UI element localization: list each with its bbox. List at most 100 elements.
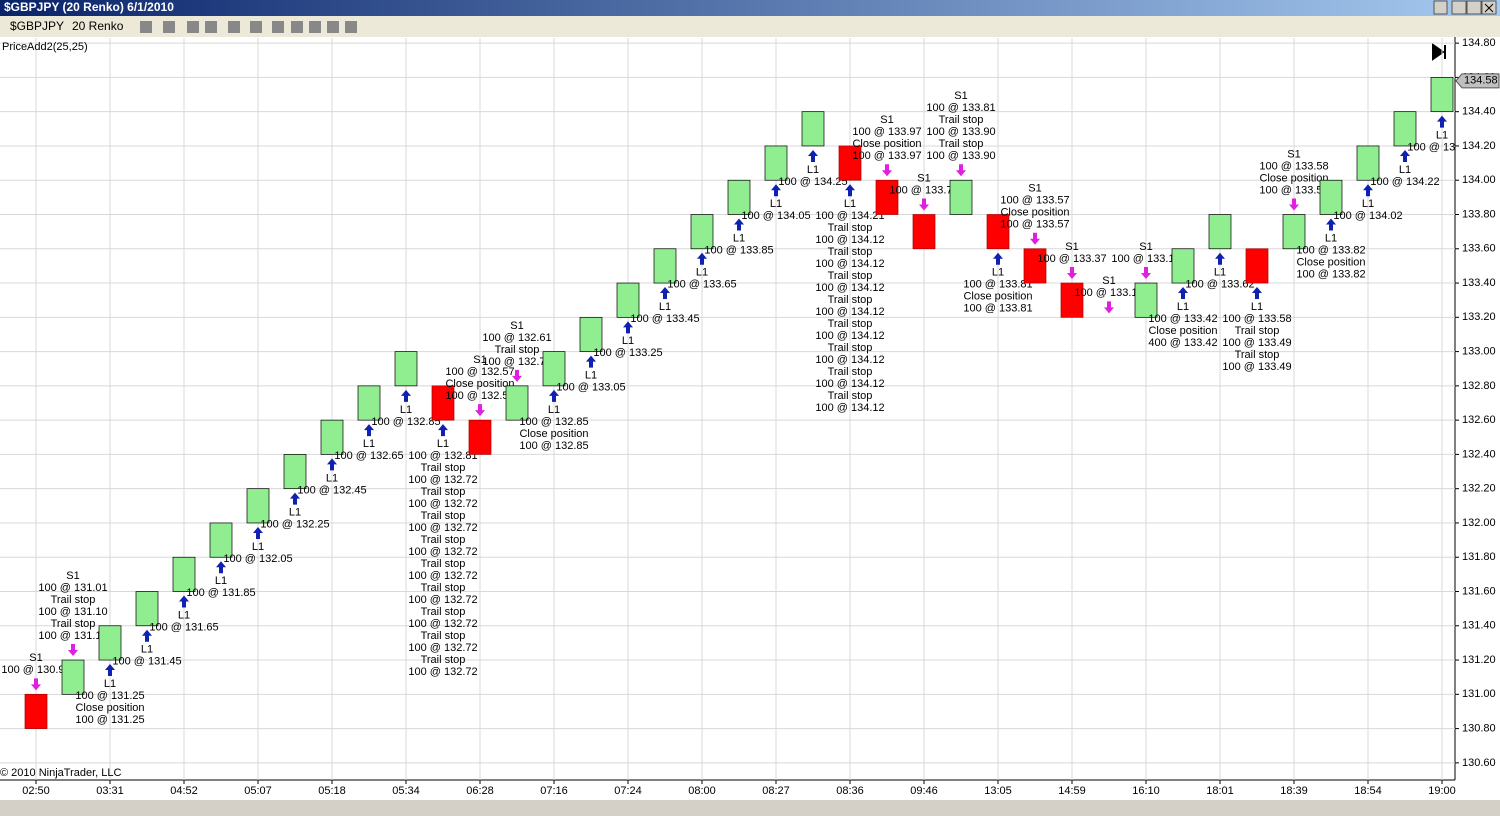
trade-label: Trail stop bbox=[495, 344, 540, 356]
up-brick bbox=[1208, 214, 1232, 250]
y-tick-label: 132.60 bbox=[1462, 414, 1496, 426]
x-tick-label: 06:28 bbox=[466, 785, 494, 797]
x-tick-label: 08:36 bbox=[836, 785, 864, 797]
y-tick-label: 134.00 bbox=[1462, 174, 1496, 186]
trade-label: 100 @ 132.70 bbox=[482, 356, 551, 368]
buy-arrow bbox=[1178, 287, 1188, 300]
trade-label: 100 @ 133.77 bbox=[889, 184, 958, 196]
trade-label: 100 @ 133.49 bbox=[1222, 337, 1291, 349]
trade-label: 100 @ 133.57 bbox=[1000, 195, 1069, 207]
x-tick-label: 16:10 bbox=[1132, 785, 1160, 797]
trade-label: L1 bbox=[1325, 232, 1337, 244]
trade-label: 100 @ 132.72 bbox=[408, 522, 477, 534]
trade-label: 100 @ 132.72 bbox=[408, 474, 477, 486]
title-bar bbox=[0, 0, 1500, 16]
trade-label: 100 @ 133.90 bbox=[926, 150, 995, 162]
trade-label: S1 bbox=[1139, 241, 1152, 253]
trade-label: 100 @ 133.81 bbox=[963, 279, 1032, 291]
instrument-selector[interactable]: $GBPJPY bbox=[10, 19, 64, 33]
trade-label: Trail stop bbox=[828, 270, 873, 282]
buy-arrow bbox=[697, 252, 707, 265]
trade-label: 100 @ 131.25 bbox=[75, 714, 144, 726]
buy-arrow bbox=[586, 355, 596, 368]
trade-label: Trail stop bbox=[828, 342, 873, 354]
trade-label: 100 @ 133.18 bbox=[1111, 253, 1180, 265]
trade-label: Trail stop bbox=[421, 606, 466, 618]
x-tick-label: 03:31 bbox=[96, 785, 124, 797]
trade-label: 100 @ 133.97 bbox=[852, 150, 921, 162]
up-brick bbox=[320, 419, 344, 455]
trade-label: 400 @ 133.42 bbox=[1148, 337, 1217, 349]
trade-label: 100 @ 134.25 bbox=[778, 176, 847, 188]
trade-label: Trail stop bbox=[828, 390, 873, 402]
sell-arrow bbox=[1104, 301, 1114, 314]
sell-arrow bbox=[31, 678, 41, 691]
trade-label: L1 bbox=[326, 472, 338, 484]
trade-label: L1 bbox=[770, 198, 782, 210]
trade-label: Trail stop bbox=[828, 366, 873, 378]
up-brick bbox=[1134, 282, 1158, 318]
trade-label: Trail stop bbox=[1235, 325, 1280, 337]
window-buttons[interactable] bbox=[1433, 0, 1497, 15]
period-selector[interactable]: 20 Renko bbox=[72, 19, 124, 33]
up-brick bbox=[653, 248, 677, 284]
trade-label: 100 @ 132.72 bbox=[408, 546, 477, 558]
trade-label: L1 bbox=[807, 164, 819, 176]
trade-label: Close position bbox=[1259, 172, 1328, 184]
trade-label: 100 @ 133.62 bbox=[1185, 279, 1254, 291]
trade-label: L1 bbox=[1362, 198, 1374, 210]
trade-label: S1 bbox=[954, 90, 967, 102]
trade-label: 100 @ 131.10 bbox=[38, 630, 107, 642]
y-tick-label: 130.80 bbox=[1462, 722, 1496, 734]
up-brick bbox=[1282, 214, 1306, 250]
trade-label: 100 @ 130.97 bbox=[1, 664, 70, 676]
trade-label: Trail stop bbox=[421, 582, 466, 594]
trade-label: 100 @ 134.12 bbox=[815, 258, 884, 270]
up-brick bbox=[1319, 179, 1343, 215]
x-tick-label: 05:07 bbox=[244, 785, 272, 797]
y-tick-label: 133.20 bbox=[1462, 311, 1496, 323]
trade-label: 100 @ 134.12 bbox=[815, 282, 884, 294]
trade-label: Close position bbox=[852, 138, 921, 150]
trade-label: Trail stop bbox=[421, 510, 466, 522]
trade-label: Close position bbox=[963, 291, 1032, 303]
trade-label: 100 @ 134.12 bbox=[815, 378, 884, 390]
toolbar-icons[interactable] bbox=[140, 21, 357, 33]
up-brick bbox=[542, 351, 566, 387]
trade-label: L1 bbox=[178, 609, 190, 621]
x-tick-label: 07:16 bbox=[540, 785, 568, 797]
trade-label: 100 @ 132.85 bbox=[519, 440, 588, 452]
trade-label: S1 bbox=[510, 320, 523, 332]
sell-arrow bbox=[1289, 198, 1299, 211]
y-tick-label: 131.80 bbox=[1462, 551, 1496, 563]
buy-arrow bbox=[364, 424, 374, 437]
scroll-to-end[interactable] bbox=[1432, 43, 1446, 61]
trade-label: 100 @ 134.21 bbox=[815, 210, 884, 222]
up-brick bbox=[949, 179, 973, 215]
trade-label: Trail stop bbox=[828, 222, 873, 234]
trade-label: 100 @ 133.82 bbox=[1296, 244, 1365, 256]
trade-label: S1 bbox=[1065, 241, 1078, 253]
x-tick-label: 09:46 bbox=[910, 785, 938, 797]
x-tick-label: 19:00 bbox=[1428, 785, 1456, 797]
sell-arrow bbox=[919, 198, 929, 211]
trade-label: Trail stop bbox=[421, 558, 466, 570]
down-brick bbox=[838, 145, 862, 181]
trade-label: Trail stop bbox=[828, 246, 873, 258]
trade-label: 100 @ 134.12 bbox=[815, 306, 884, 318]
down-brick bbox=[1060, 282, 1084, 318]
x-tick-label: 18:39 bbox=[1280, 785, 1308, 797]
trade-label: L1 bbox=[1214, 267, 1226, 279]
buy-arrow bbox=[105, 664, 115, 677]
trade-label: 100 @ 132.65 bbox=[334, 450, 403, 462]
scrollbar[interactable] bbox=[0, 800, 1500, 816]
buy-arrow bbox=[1437, 115, 1447, 128]
up-brick bbox=[1393, 111, 1417, 147]
buy-arrow bbox=[327, 458, 337, 471]
down-brick bbox=[431, 385, 455, 421]
trade-label: 100 @ 131.25 bbox=[75, 690, 144, 702]
trade-label: 100 @ 133.25 bbox=[593, 347, 662, 359]
trade-label: L1 bbox=[622, 335, 634, 347]
buy-arrow bbox=[290, 492, 300, 505]
trade-label: 100 @ 132.57 bbox=[445, 390, 514, 402]
